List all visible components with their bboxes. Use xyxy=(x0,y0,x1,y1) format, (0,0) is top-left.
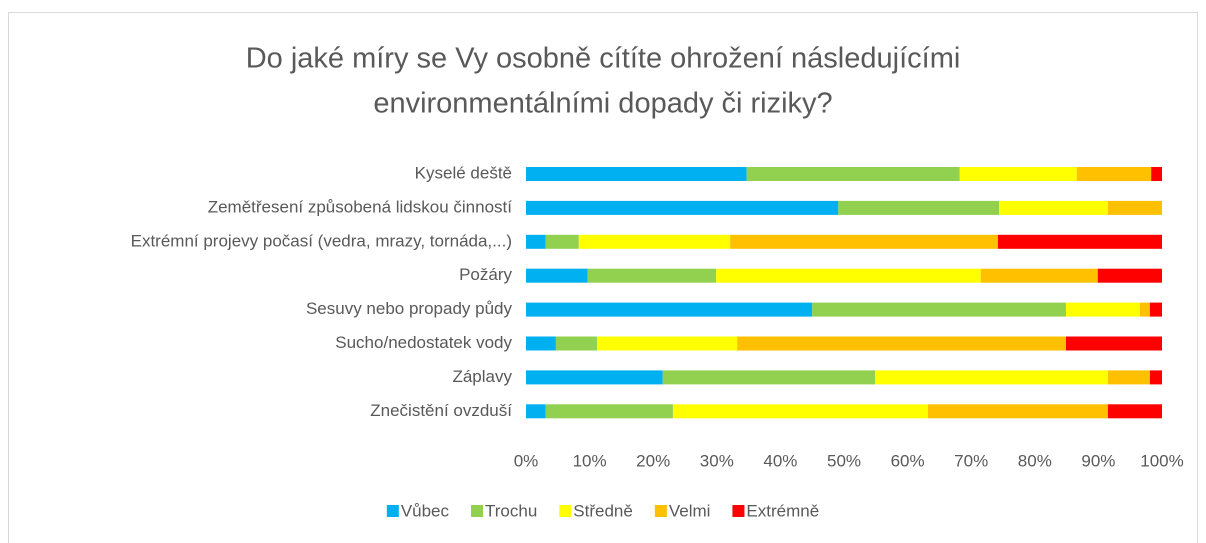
bar-segment xyxy=(875,370,1108,385)
bar-segment xyxy=(959,167,1077,181)
bar-segment xyxy=(927,404,1108,419)
x-tick-label: 70% xyxy=(954,451,988,470)
bar-segment xyxy=(737,336,1066,351)
bar-segment xyxy=(1065,336,1162,351)
bar-segment xyxy=(545,234,579,249)
bar-segment xyxy=(1107,404,1162,419)
bar-segment xyxy=(838,200,1000,215)
bar-segment xyxy=(526,302,813,317)
chart-title: environmentálními dopady či riziky? xyxy=(373,88,832,120)
category-label: Záplavy xyxy=(452,367,512,386)
bar-segment xyxy=(1065,302,1140,317)
category-label: Sesuvy nebo propady půdy xyxy=(306,299,513,318)
bar-segment xyxy=(555,336,598,351)
bar-segment xyxy=(1149,370,1162,385)
bar-segment xyxy=(1139,302,1150,317)
x-tick-label: 100% xyxy=(1140,451,1183,470)
bar-segment xyxy=(1107,370,1150,385)
bar-segment xyxy=(526,200,839,215)
bar-segment xyxy=(716,268,981,283)
legend-label: Trochu xyxy=(485,501,537,520)
bar-segment xyxy=(526,336,556,351)
legend-label: Extrémně xyxy=(746,501,819,520)
bar-segment xyxy=(526,167,747,181)
bar-segment xyxy=(662,370,876,385)
bar-segment xyxy=(999,200,1108,215)
x-tick-label: 20% xyxy=(636,451,670,470)
x-tick-label: 90% xyxy=(1081,451,1115,470)
bar-segment xyxy=(526,234,546,249)
bar-segment xyxy=(812,302,1066,317)
bar-segment xyxy=(746,167,960,181)
legend-label: Velmi xyxy=(669,501,711,520)
x-tick-label: 0% xyxy=(514,451,539,470)
x-tick-label: 50% xyxy=(827,451,861,470)
bar-segment xyxy=(1076,167,1152,181)
bar-segment xyxy=(997,234,1162,249)
x-tick-label: 60% xyxy=(891,451,925,470)
legend-swatch xyxy=(732,505,745,517)
category-label: Extrémní projevy počasí (vedra, mrazy, t… xyxy=(131,231,512,250)
bar-segment xyxy=(578,234,731,249)
bar-segment xyxy=(545,404,673,419)
x-tick-label: 40% xyxy=(763,451,797,470)
legend-swatch xyxy=(386,505,399,517)
x-tick-label: 80% xyxy=(1018,451,1052,470)
category-label: Sucho/nedostatek vody xyxy=(335,333,512,352)
x-tick-label: 30% xyxy=(700,451,734,470)
category-label: Kyselé deště xyxy=(415,163,512,182)
bar-segment xyxy=(597,336,738,351)
bar-segment xyxy=(1107,200,1162,215)
bar-segment xyxy=(1097,268,1162,283)
x-tick-label: 10% xyxy=(573,451,607,470)
bar-segment xyxy=(730,234,998,249)
bar-segment xyxy=(672,404,928,419)
bar-segment xyxy=(526,268,588,283)
legend-label: Středně xyxy=(573,501,633,520)
category-label: Znečistění ovzduší xyxy=(370,401,512,420)
legend-swatch xyxy=(654,505,667,517)
bar-segment xyxy=(587,268,717,283)
legend-swatch xyxy=(471,505,484,517)
bar-segment xyxy=(526,370,663,385)
chart-title: Do jaké míry se Vy osobně cítíte ohrožen… xyxy=(246,43,961,75)
bar-segment xyxy=(980,268,1098,283)
bar-segment xyxy=(526,404,546,419)
category-label: Zemětřesení způsobená lidskou činností xyxy=(208,197,513,216)
legend-label: Vůbec xyxy=(401,501,450,520)
legend-swatch xyxy=(559,505,572,517)
bar-segment xyxy=(1151,167,1162,181)
category-label: Požáry xyxy=(459,265,512,284)
bar-segment xyxy=(1149,302,1162,317)
